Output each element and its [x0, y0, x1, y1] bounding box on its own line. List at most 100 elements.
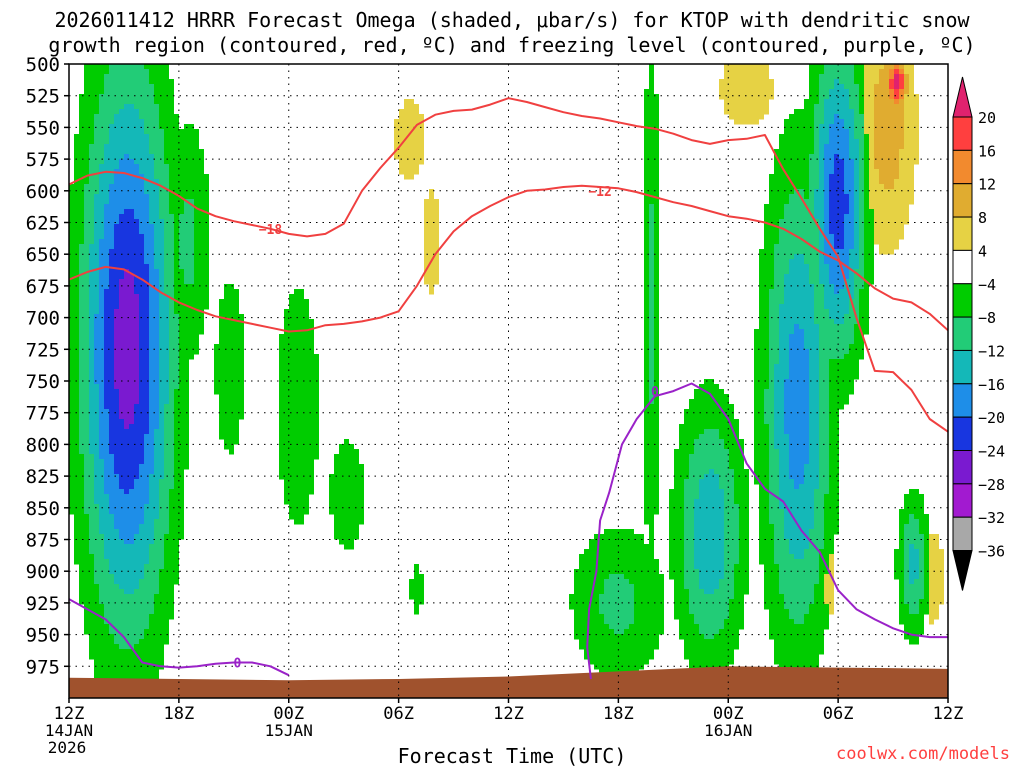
omega-cell: [694, 519, 724, 525]
omega-cell: [699, 494, 724, 500]
omega-cell: [114, 519, 144, 525]
omega-cell: [159, 409, 164, 415]
omega-cell: [859, 84, 864, 90]
omega-cell: [824, 494, 839, 500]
omega-cell: [894, 569, 904, 575]
omega-cell: [844, 234, 854, 240]
omega-cell: [334, 464, 364, 470]
omega-cell: [864, 254, 874, 260]
omega-cell: [794, 484, 799, 490]
omega-cell: [684, 409, 734, 415]
omega-cell: [779, 314, 814, 320]
omega-cell: [724, 534, 739, 540]
omega-cell: [139, 389, 149, 395]
omega-cell: [904, 494, 924, 500]
omega-cell: [789, 464, 804, 470]
omega-cell: [734, 569, 749, 575]
omega-cell: [634, 619, 664, 625]
omega-cell: [864, 84, 874, 90]
omega-cell: [104, 394, 119, 400]
omega-cell: [99, 309, 104, 315]
omega-cell: [164, 444, 174, 450]
omega-cell: [84, 224, 94, 230]
omega-cell: [724, 504, 739, 510]
omega-cell: [864, 284, 869, 290]
omega-cell: [854, 244, 859, 250]
omega-cell: [644, 114, 659, 120]
omega-cell: [164, 144, 199, 150]
omega-cell: [174, 449, 189, 455]
omega-cell: [69, 254, 79, 260]
omega-cell: [574, 579, 604, 585]
omega-cell: [104, 219, 119, 225]
omega-cell: [99, 99, 154, 105]
omega-cell: [194, 274, 209, 280]
omega-cell: [724, 524, 739, 530]
omega-cell: [824, 219, 829, 225]
omega-cell: [104, 484, 119, 490]
omega-cell: [289, 509, 309, 515]
omega-cell: [859, 214, 864, 220]
omega-cell: [79, 344, 89, 350]
omega-cell: [869, 184, 884, 190]
omega-cell: [179, 384, 189, 390]
colorbar-label: −16: [978, 376, 1005, 394]
omega-cell: [104, 224, 114, 230]
omega-cell: [154, 154, 164, 160]
omega-cell: [114, 454, 144, 460]
omega-cell: [649, 314, 654, 320]
omega-cell: [774, 559, 819, 565]
omega-cell: [824, 594, 834, 600]
omega-cell: [99, 434, 109, 440]
omega-cell: [604, 584, 634, 590]
omega-cell: [164, 149, 204, 155]
omega-cell: [649, 259, 654, 265]
omega-cell: [94, 194, 109, 200]
omega-cell: [819, 144, 824, 150]
omega-cell: [819, 164, 824, 170]
omega-cell: [819, 99, 824, 105]
omega-cell: [824, 214, 829, 220]
omega-cell: [769, 314, 779, 320]
omega-cell: [879, 249, 894, 255]
omega-cell: [784, 129, 814, 135]
omega-cell: [769, 474, 779, 480]
omega-cell: [404, 104, 419, 110]
omega-cell: [809, 94, 819, 100]
omega-cell: [904, 504, 924, 510]
omega-cell: [114, 314, 139, 320]
omega-cell: [869, 149, 874, 155]
omega-cell: [644, 404, 659, 410]
omega-cell: [224, 289, 239, 295]
omega-cell: [279, 354, 319, 360]
omega-cell: [609, 624, 629, 630]
omega-cell: [899, 614, 924, 620]
omega-cell: [649, 309, 654, 315]
omega-cell: [99, 529, 119, 535]
omega-cell: [814, 144, 819, 150]
omega-cell: [754, 474, 769, 480]
omega-cell: [924, 559, 929, 565]
omega-cell: [139, 344, 149, 350]
omega-cell: [119, 409, 134, 415]
omega-cell: [689, 659, 734, 665]
omega-cell: [874, 164, 899, 170]
omega-cell: [904, 499, 924, 505]
omega-cell: [869, 199, 914, 205]
omega-cell: [824, 169, 834, 175]
omega-cell: [94, 334, 104, 340]
omega-cell: [69, 249, 79, 255]
omega-cell: [804, 339, 819, 345]
omega-cell: [689, 664, 729, 670]
omega-cell: [669, 524, 684, 530]
omega-cell: [94, 314, 104, 320]
omega-cell: [89, 289, 99, 295]
omega-cell: [774, 414, 784, 420]
omega-cell: [824, 189, 829, 195]
omega-cell: [649, 284, 654, 290]
omega-cell: [649, 334, 654, 340]
omega-cell: [69, 224, 84, 230]
omega-cell: [154, 539, 164, 545]
omega-cell: [874, 229, 904, 235]
omega-cell: [904, 554, 909, 560]
